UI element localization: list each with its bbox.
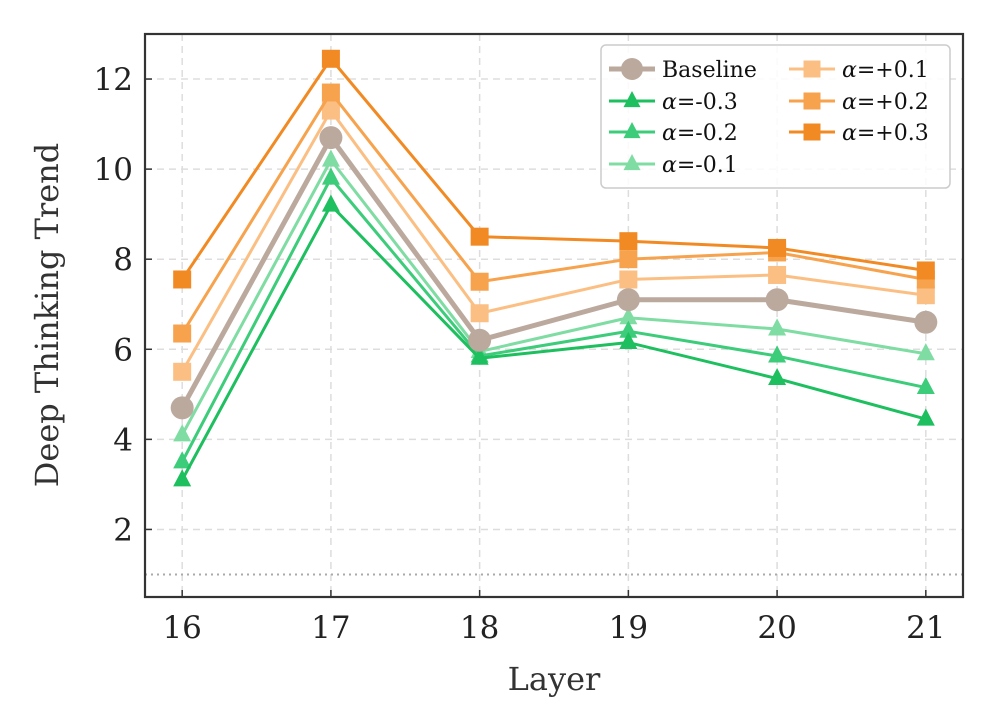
legend-label-alpha-plus-0-3: α=+0.3 — [842, 121, 929, 146]
data-point — [619, 232, 638, 251]
x-tick-label: 21 — [906, 610, 945, 646]
series-line — [180, 158, 927, 436]
legend-label-alpha-minus-0-1: α=-0.1 — [662, 153, 738, 178]
series-line — [180, 176, 927, 463]
data-point — [173, 424, 192, 442]
data-point — [768, 265, 787, 284]
series-6 — [173, 49, 935, 289]
data-point — [470, 227, 489, 246]
x-tick-label: 16 — [162, 610, 201, 646]
legend-alpha-symbol: α — [662, 121, 677, 146]
legend-box — [600, 44, 951, 189]
y-tick-label: 4 — [113, 422, 133, 458]
legend-label-alpha-minus-0-3: α=-0.3 — [662, 90, 738, 115]
data-point — [619, 270, 638, 289]
legend-label-alpha-minus-0-2: α=-0.2 — [662, 121, 738, 146]
legend-marker — [803, 92, 821, 110]
data-point — [768, 345, 787, 363]
data-point — [616, 288, 640, 312]
x-tick-label: 17 — [311, 610, 350, 646]
data-point — [914, 310, 938, 334]
series-1 — [173, 194, 935, 487]
legend-marker — [623, 153, 641, 171]
legend-label-baseline: Baseline — [662, 58, 757, 83]
x-tick-label: 20 — [757, 610, 796, 646]
data-point — [321, 101, 340, 120]
y-tick-label: 2 — [113, 512, 133, 548]
data-point — [619, 250, 638, 269]
series-4 — [173, 101, 935, 381]
data-point — [916, 343, 935, 361]
data-point — [765, 288, 789, 312]
series-line — [180, 91, 927, 335]
data-point — [619, 331, 638, 350]
data-point — [470, 347, 489, 365]
data-point — [768, 367, 787, 386]
legend-alpha-symbol: α — [842, 58, 857, 83]
legend-marker — [623, 121, 641, 139]
legend-marker — [803, 123, 821, 141]
legend-marker — [621, 58, 643, 80]
data-point — [173, 270, 192, 289]
series-5 — [173, 83, 935, 343]
data-point — [173, 451, 192, 469]
x-tick-label: 18 — [460, 610, 499, 646]
y-axis-label: Deep Thinking Trend — [28, 143, 66, 488]
data-point — [319, 126, 343, 150]
legend-handles — [609, 58, 835, 171]
data-point — [321, 167, 340, 185]
data-point — [916, 286, 935, 305]
legend-marker — [803, 60, 821, 78]
legend-alpha-symbol: α — [662, 90, 677, 115]
legend-label-alpha-plus-0-1: α=+0.1 — [842, 58, 929, 83]
plot-frame — [143, 32, 965, 599]
data-point — [619, 307, 638, 325]
y-tick-label: 12 — [94, 62, 133, 98]
legend-label-alpha-plus-0-2: α=+0.2 — [842, 90, 929, 115]
data-point — [173, 469, 192, 487]
series-0 — [170, 126, 938, 420]
series-line — [180, 109, 927, 373]
series-line — [180, 57, 927, 281]
data-point — [470, 304, 489, 323]
legend: Baseline α=-0.3 α=-0.2 α=-0.1 α=+0.1 α=+… — [600, 44, 951, 189]
legend-alpha-value: =-0.2 — [677, 121, 738, 146]
legend-alpha-value: =-0.3 — [677, 90, 738, 115]
data-point — [321, 83, 340, 102]
data-point — [321, 149, 340, 167]
legend-marker — [623, 90, 641, 108]
data-point — [619, 320, 638, 338]
y-tick-label: 8 — [113, 242, 133, 278]
series-line — [180, 203, 927, 481]
data-point — [768, 318, 787, 336]
data-point — [468, 328, 492, 352]
y-tick-label: 10 — [94, 152, 133, 188]
legend-alpha-symbol: α — [662, 153, 677, 178]
series-group — [170, 49, 938, 487]
legend-alpha-value: =+0.3 — [857, 121, 929, 146]
x-axis-label: Layer — [508, 660, 601, 698]
legend-alpha-value: =+0.1 — [857, 58, 929, 83]
legend-alpha-value: =+0.2 — [857, 90, 929, 115]
data-point — [173, 362, 192, 381]
x-tick-label: 19 — [609, 610, 648, 646]
data-point — [916, 376, 935, 395]
data-point — [470, 272, 489, 291]
data-point — [173, 324, 192, 343]
y-tick-label: 6 — [113, 332, 133, 368]
data-point — [321, 194, 340, 212]
legend-alpha-symbol: α — [842, 121, 857, 146]
data-point — [916, 261, 935, 280]
data-point — [768, 238, 787, 257]
ticks: 16 17 18 19 20 21 2 4 6 8 10 12 — [94, 62, 946, 646]
data-point — [321, 49, 340, 68]
series-3 — [173, 149, 935, 442]
legend-alpha-value: =-0.1 — [677, 153, 738, 178]
series-line — [179, 135, 927, 410]
data-point — [916, 408, 935, 426]
legend-alpha-symbol: α — [842, 90, 857, 115]
data-point — [170, 396, 194, 420]
